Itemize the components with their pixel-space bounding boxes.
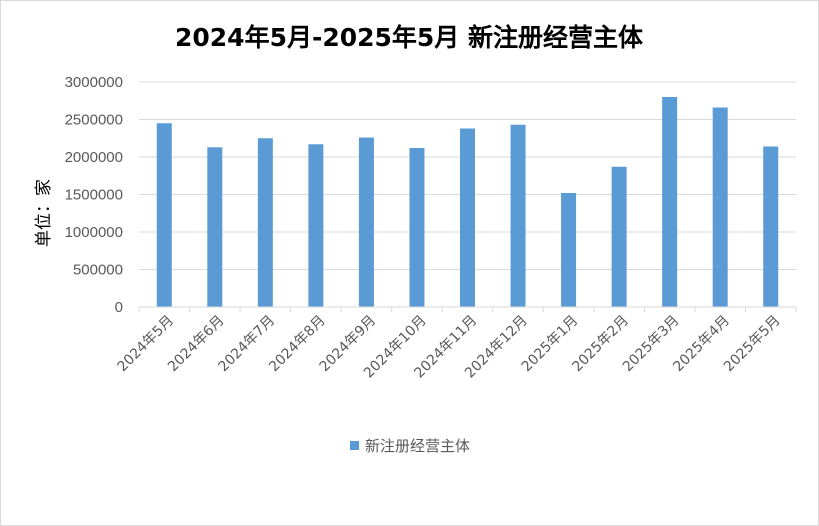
- chart-title: 2024年5月-2025年5月 新注册经营主体: [175, 23, 644, 52]
- y-tick-label: 2000000: [65, 149, 123, 166]
- y-tick-label: 1500000: [65, 187, 123, 204]
- bars: [156, 97, 779, 307]
- bar: [156, 123, 172, 307]
- bar: [460, 128, 475, 307]
- bar: [561, 193, 577, 307]
- x-axis: [138, 306, 797, 312]
- y-tick-label: 500000: [73, 262, 123, 279]
- legend-label: 新注册经营主体: [365, 437, 470, 455]
- bar: [510, 124, 526, 307]
- y-axis-ticks: 0 500000 1000000 1500000 2000000 2500000 30000…: [65, 74, 123, 316]
- bar: [257, 138, 273, 307]
- bar: [308, 144, 324, 307]
- bar: [611, 166, 627, 307]
- y-tick-label: 2500000: [65, 112, 123, 129]
- bar: [409, 148, 425, 307]
- bar: [763, 146, 779, 307]
- legend: 新注册经营主体: [350, 437, 470, 455]
- y-tick-label: 0: [115, 299, 123, 316]
- y-axis-label: 单位：家: [34, 179, 54, 247]
- bar: [358, 137, 374, 307]
- bar: [712, 107, 728, 307]
- y-tick-label: 3000000: [65, 74, 123, 91]
- bar: [662, 97, 678, 307]
- x-axis-ticks: 2024年5月2024年6月2024年7月2024年8月2024年9月2024年…: [114, 313, 783, 382]
- bar: [207, 147, 223, 307]
- y-tick-label: 1000000: [65, 224, 123, 241]
- legend-swatch: [350, 441, 359, 450]
